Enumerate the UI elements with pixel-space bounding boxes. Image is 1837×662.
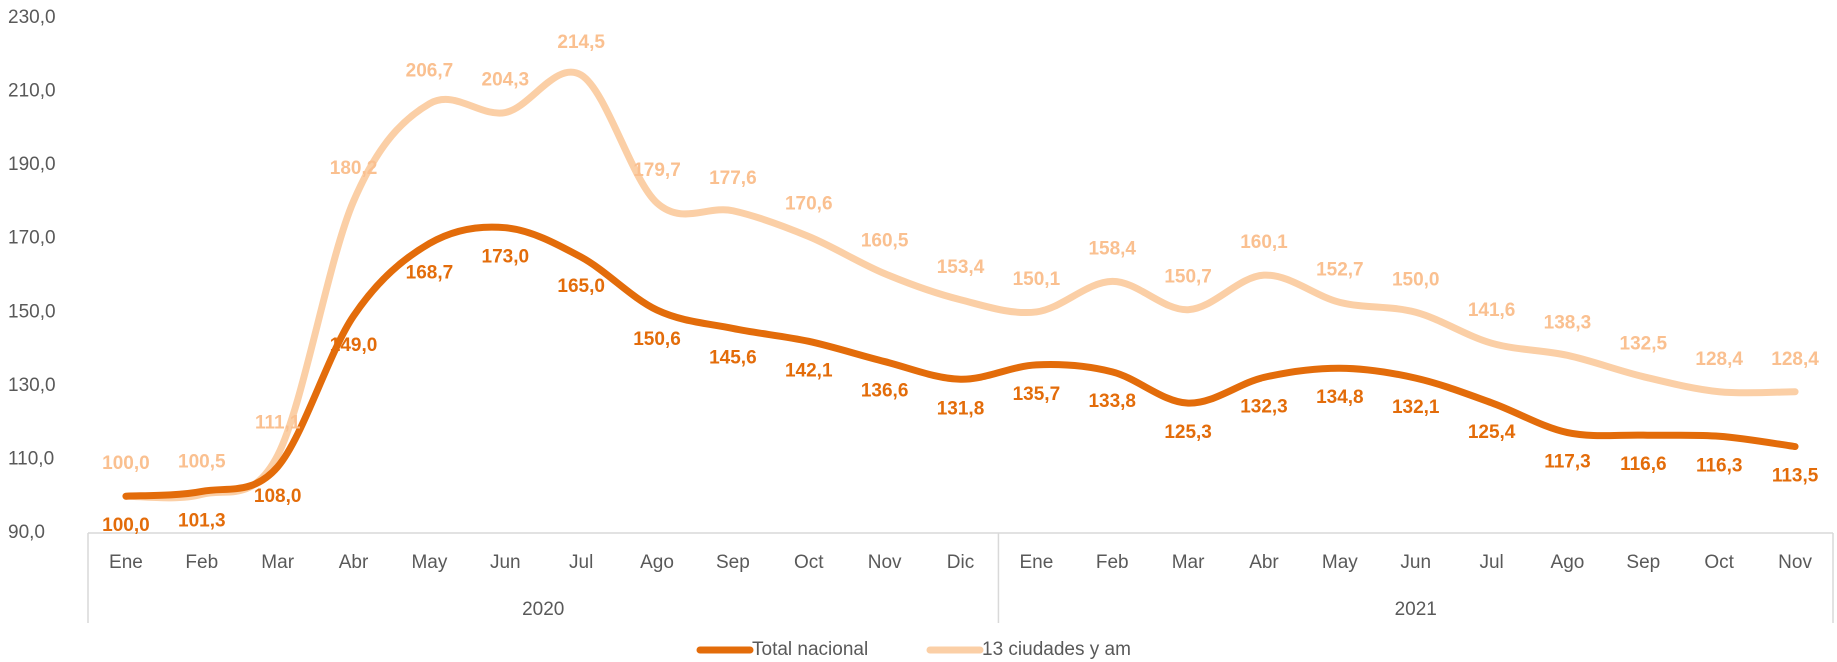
data-label: 150,6 bbox=[633, 329, 681, 350]
x-tick-label: Oct bbox=[1704, 552, 1734, 573]
data-label: 160,1 bbox=[1240, 232, 1288, 253]
data-label: 116,6 bbox=[1620, 454, 1667, 475]
data-label: 179,7 bbox=[633, 160, 681, 181]
data-label: 141,6 bbox=[1468, 300, 1516, 321]
data-label: 125,4 bbox=[1468, 422, 1516, 443]
x-tick-label: Nov bbox=[868, 552, 902, 573]
x-tick-label: Oct bbox=[794, 552, 824, 573]
data-label: 100,0 bbox=[102, 515, 150, 536]
data-label: 149,0 bbox=[330, 335, 378, 356]
y-tick-label: 230,0 bbox=[8, 7, 56, 28]
series-line bbox=[122, 68, 1799, 502]
x-tick-label: Jun bbox=[1400, 552, 1431, 573]
data-label: 128,4 bbox=[1771, 349, 1819, 370]
data-label: 128,4 bbox=[1695, 349, 1743, 370]
data-label: 150,7 bbox=[1164, 267, 1212, 288]
legend-label: Total nacional bbox=[752, 639, 868, 660]
data-label: 165,0 bbox=[557, 276, 605, 297]
series-line bbox=[122, 223, 1799, 500]
data-label: 150,1 bbox=[1013, 269, 1061, 290]
x-tick-label: Abr bbox=[1249, 552, 1279, 573]
legend-label: 13 ciudades y am bbox=[982, 639, 1131, 660]
data-label: 101,3 bbox=[178, 510, 226, 531]
x-tick-label: Ene bbox=[109, 552, 143, 573]
data-label: 108,0 bbox=[254, 486, 302, 507]
data-label: 160,5 bbox=[861, 231, 909, 252]
x-tick-label: Jul bbox=[569, 552, 593, 573]
y-tick-label: 130,0 bbox=[8, 375, 56, 396]
data-label: 136,6 bbox=[861, 381, 909, 402]
x-tick-label: Nov bbox=[1778, 552, 1812, 573]
data-label: 204,3 bbox=[482, 70, 530, 91]
data-label: 100,5 bbox=[178, 451, 226, 472]
group-label: 2020 bbox=[522, 599, 564, 620]
y-tick-label: 110,0 bbox=[8, 448, 54, 469]
x-tick-label: Dic bbox=[947, 552, 974, 573]
y-tick-label: 150,0 bbox=[8, 301, 56, 322]
x-tick-label: Ene bbox=[1019, 552, 1053, 573]
data-label: 135,7 bbox=[1013, 384, 1061, 405]
data-label: 111,1 bbox=[255, 412, 301, 433]
data-label: 132,5 bbox=[1620, 334, 1668, 355]
data-label: 133,8 bbox=[1088, 391, 1136, 412]
x-tick-label: Sep bbox=[716, 552, 750, 573]
x-tick-label: Feb bbox=[185, 552, 218, 573]
data-label: 113,5 bbox=[1772, 466, 1819, 487]
data-label: 117,3 bbox=[1544, 452, 1591, 473]
data-label: 168,7 bbox=[406, 263, 454, 284]
data-label: 145,6 bbox=[709, 347, 757, 368]
data-label: 180,2 bbox=[330, 158, 378, 179]
x-tick-label: May bbox=[411, 552, 447, 573]
data-label: 116,3 bbox=[1696, 455, 1743, 476]
x-tick-label: Jul bbox=[1479, 552, 1503, 573]
data-label: 177,6 bbox=[709, 168, 757, 189]
x-tick-label: Mar bbox=[1172, 552, 1205, 573]
data-label: 150,0 bbox=[1392, 269, 1440, 290]
x-tick-label: Jun bbox=[490, 552, 521, 573]
x-tick-label: May bbox=[1322, 552, 1358, 573]
data-label: 170,6 bbox=[785, 194, 833, 215]
x-tick-label: Sep bbox=[1626, 552, 1660, 573]
data-label: 153,4 bbox=[937, 257, 985, 278]
data-label: 173,0 bbox=[482, 247, 530, 268]
data-label: 134,8 bbox=[1316, 387, 1364, 408]
x-tick-label: Ago bbox=[640, 552, 674, 573]
y-tick-label: 90,0 bbox=[8, 522, 45, 543]
data-label: 206,7 bbox=[406, 61, 454, 82]
data-label: 158,4 bbox=[1088, 238, 1136, 259]
data-label: 142,1 bbox=[785, 360, 833, 381]
data-label: 125,3 bbox=[1164, 422, 1212, 443]
x-tick-label: Ago bbox=[1551, 552, 1585, 573]
data-label: 152,7 bbox=[1316, 259, 1364, 280]
data-label: 132,1 bbox=[1392, 397, 1440, 418]
x-tick-label: Mar bbox=[261, 552, 294, 573]
x-tick-label: Feb bbox=[1096, 552, 1129, 573]
y-tick-label: 170,0 bbox=[8, 228, 56, 249]
data-label: 100,0 bbox=[102, 453, 150, 474]
y-tick-label: 190,0 bbox=[8, 154, 56, 175]
data-label: 214,5 bbox=[557, 32, 605, 53]
data-label: 131,8 bbox=[937, 398, 985, 419]
data-label: 132,3 bbox=[1240, 396, 1288, 417]
y-tick-label: 210,0 bbox=[8, 81, 56, 102]
data-label: 138,3 bbox=[1544, 312, 1592, 333]
x-tick-label: Abr bbox=[339, 552, 369, 573]
group-label: 2021 bbox=[1395, 599, 1437, 620]
